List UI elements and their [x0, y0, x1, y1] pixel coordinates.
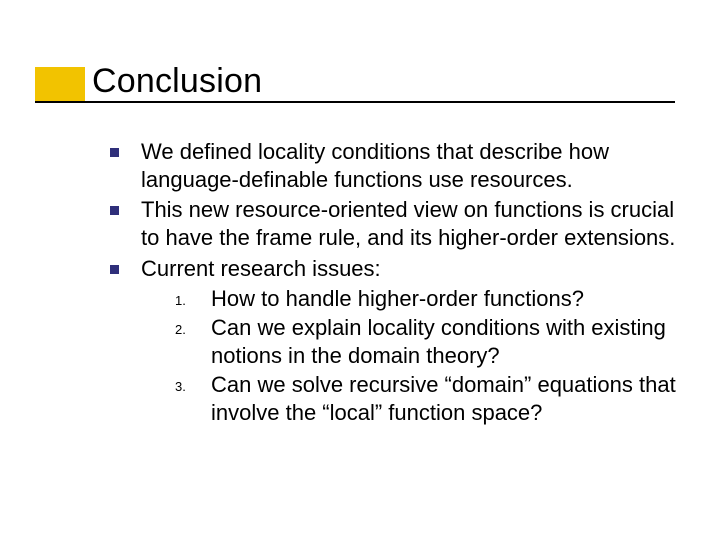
sub-item: 1. How to handle higher-order functions? [175, 285, 680, 313]
bullet-square-icon [110, 148, 119, 157]
bullet-text: We defined locality conditions that desc… [141, 138, 680, 194]
sub-text: How to handle higher-order functions? [211, 285, 680, 313]
accent-block [35, 67, 85, 101]
sub-item: 3. Can we solve recursive “domain” equat… [175, 371, 680, 427]
sub-number: 3. [175, 379, 201, 394]
bullet-body: We defined locality conditions that desc… [141, 138, 680, 194]
sub-list: 1. How to handle higher-order functions?… [175, 285, 680, 428]
bullet-text: This new resource-oriented view on funct… [141, 196, 680, 252]
bullet-text: Current research issues: [141, 255, 680, 283]
sub-text: Can we solve recursive “domain” equation… [211, 371, 680, 427]
sub-item: 2. Can we explain locality conditions wi… [175, 314, 680, 370]
list-item: This new resource-oriented view on funct… [110, 196, 680, 252]
slide: Conclusion We defined locality condition… [0, 0, 720, 540]
list-item: Current research issues: 1. How to handl… [110, 255, 680, 429]
sub-number: 1. [175, 293, 201, 308]
bullet-list: We defined locality conditions that desc… [110, 138, 680, 429]
bullet-square-icon [110, 265, 119, 274]
page-title: Conclusion [92, 62, 262, 101]
bullet-square-icon [110, 206, 119, 215]
bullet-body: This new resource-oriented view on funct… [141, 196, 680, 252]
list-item: We defined locality conditions that desc… [110, 138, 680, 194]
content-area: We defined locality conditions that desc… [110, 138, 680, 431]
title-underline [35, 101, 675, 103]
sub-number: 2. [175, 322, 201, 337]
sub-text: Can we explain locality conditions with … [211, 314, 680, 370]
bullet-body: Current research issues: 1. How to handl… [141, 255, 680, 429]
title-row: Conclusion [92, 62, 262, 101]
